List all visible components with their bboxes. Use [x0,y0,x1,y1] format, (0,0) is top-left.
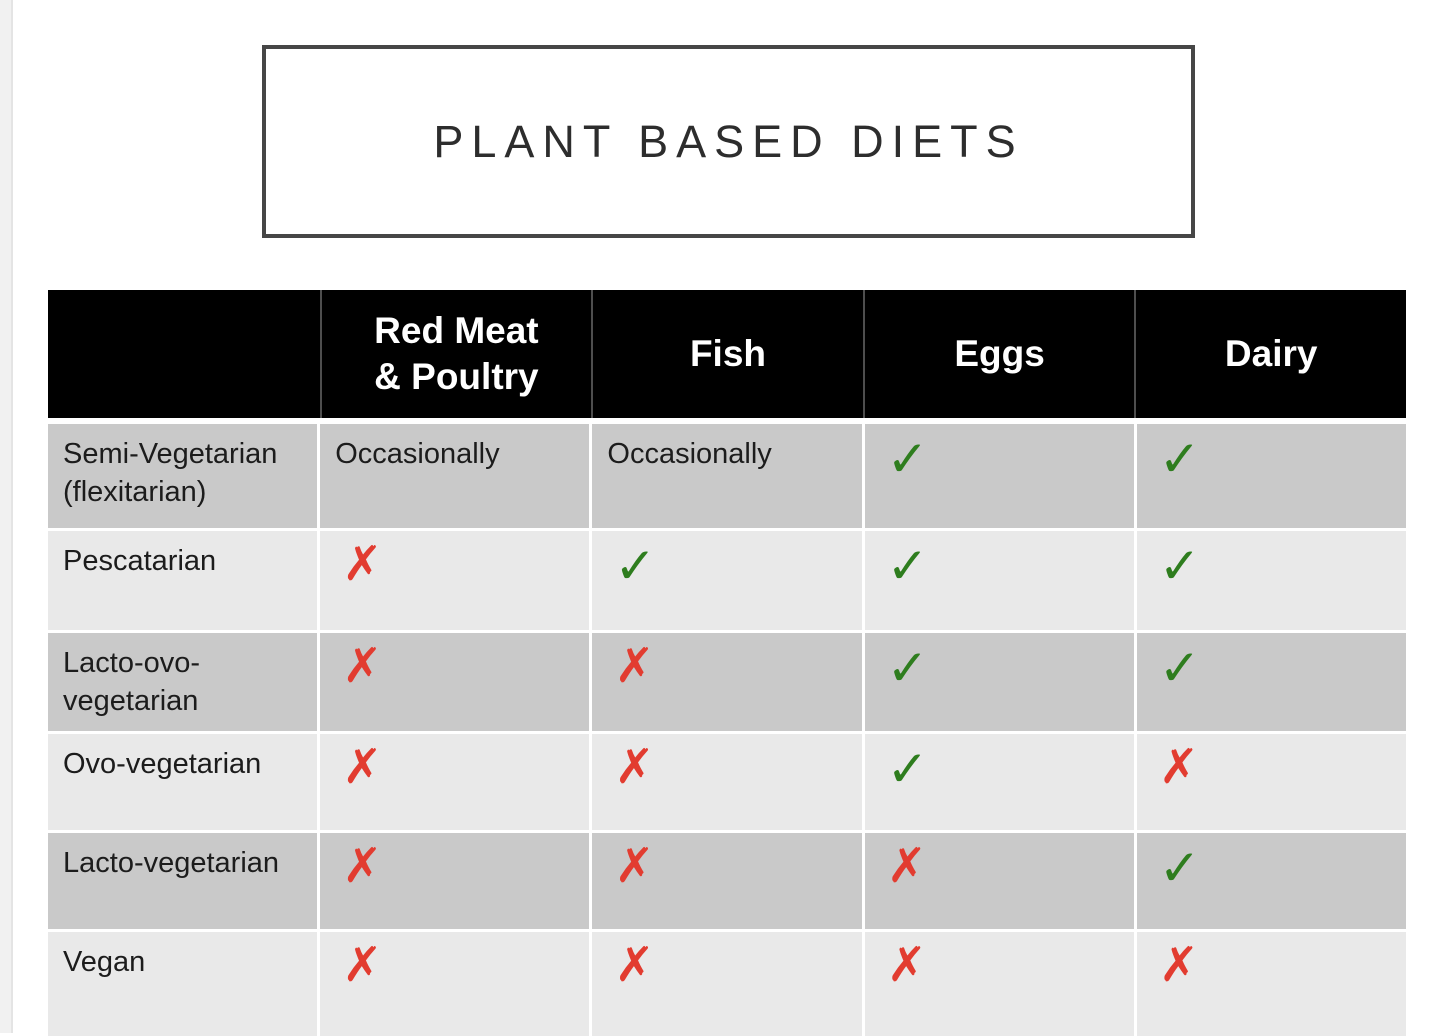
row-label: Ovo-vegetarian [48,734,318,830]
check-mark-icon: ✓ [1136,531,1406,630]
cross-mark-icon: ✗ [864,833,1134,929]
cross-mark-icon: ✗ [320,633,590,731]
text-cell: Occasionally [320,424,590,528]
check-mark-icon: ✓ [1136,633,1406,731]
cross-mark-icon: ✗ [1136,932,1406,1036]
cross-mark-icon: ✗ [864,932,1134,1036]
page-title: PLANT BASED DIETS [433,115,1024,167]
table-header-row: Red Meat & Poultry Fish Eggs Dairy [48,290,1406,418]
cross-mark-icon: ✗ [592,633,862,731]
check-mark-icon: ✓ [1136,424,1406,528]
column-header-empty [48,290,320,418]
column-header-red-meat-poultry: Red Meat & Poultry [319,290,592,418]
cross-mark-icon: ✗ [320,531,590,630]
check-mark-icon: ✓ [864,633,1134,731]
row-label: Pescatarian [48,531,318,630]
row-label: Lacto-ovo-vegetarian [48,633,318,731]
column-header-fish: Fish [591,290,863,418]
cross-mark-icon: ✗ [592,932,862,1036]
text-cell: Occasionally [592,424,862,528]
check-mark-icon: ✓ [864,531,1134,630]
row-label: Vegan [48,932,318,1036]
row-label: Semi-Vegetarian (flexitarian) [48,424,318,528]
cross-mark-icon: ✗ [320,833,590,929]
diet-comparison-table: Red Meat & Poultry Fish Eggs Dairy Semi-Veg… [48,290,1406,1036]
column-header-dairy: Dairy [1134,290,1406,418]
title-box: PLANT BASED DIETS [262,45,1195,238]
check-mark-icon: ✓ [864,734,1134,830]
check-mark-icon: ✓ [592,531,862,630]
cross-mark-icon: ✗ [592,833,862,929]
cross-mark-icon: ✗ [1136,734,1406,830]
check-mark-icon: ✓ [1136,833,1406,929]
cross-mark-icon: ✗ [320,932,590,1036]
app-edge-strip [0,0,13,1033]
table-body: Semi-Vegetarian (flexitarian) Occasionall… [48,424,1406,1036]
cross-mark-icon: ✗ [320,734,590,830]
column-header-eggs: Eggs [862,290,1135,418]
cross-mark-icon: ✗ [592,734,862,830]
check-mark-icon: ✓ [864,424,1134,528]
row-label: Lacto-vegetarian [48,833,318,929]
